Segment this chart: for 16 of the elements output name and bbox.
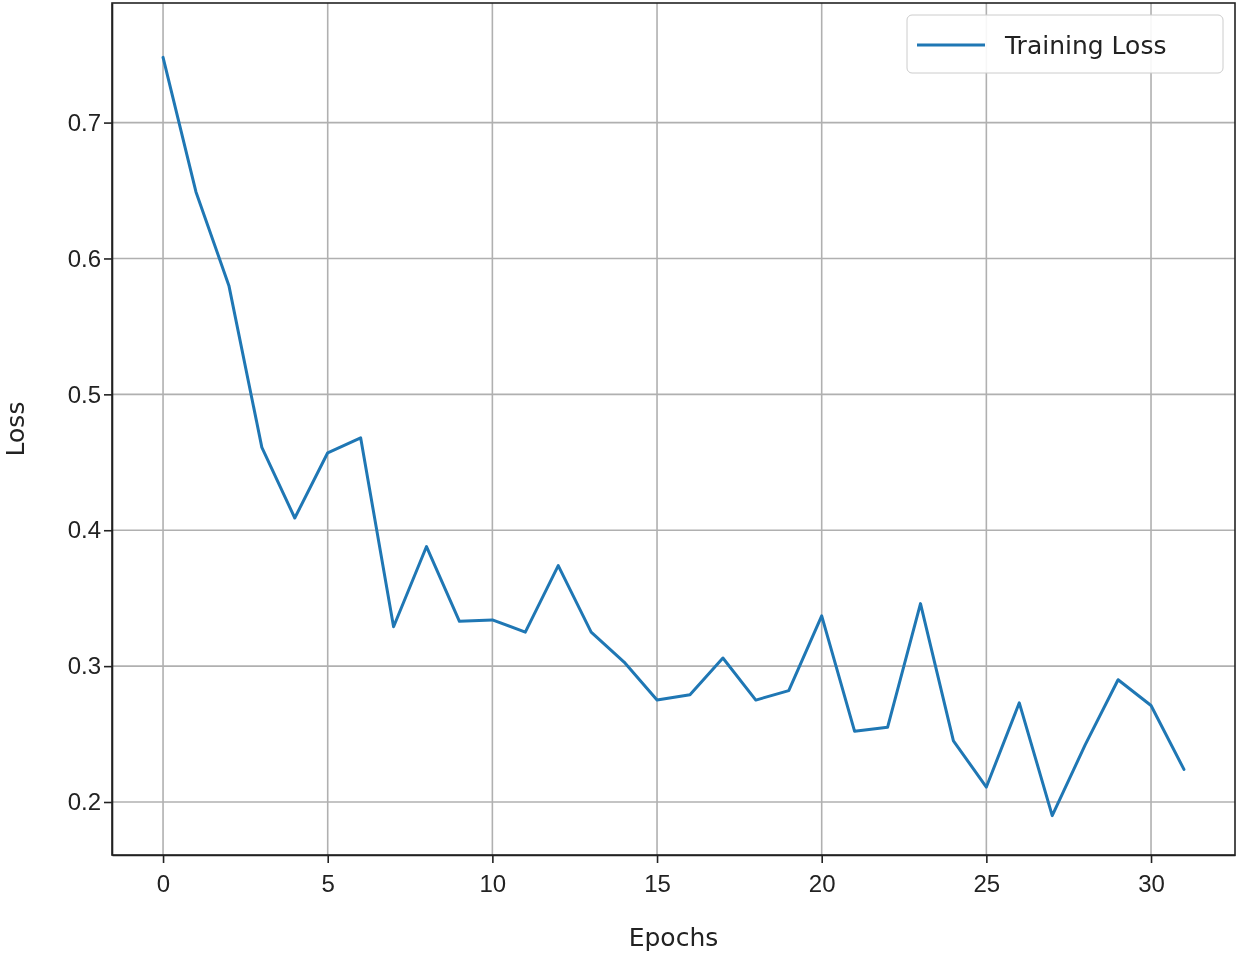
x-tick-label: 20 — [808, 870, 836, 898]
y-tick-label: 0.3 — [67, 652, 101, 680]
x-axis-title: Epochs — [628, 923, 719, 952]
y-axis-title: Loss — [1, 401, 30, 457]
y-tick-label: 0.7 — [67, 108, 101, 136]
x-tick-label: 10 — [479, 870, 507, 898]
x-tick-label: 25 — [973, 870, 1001, 898]
y-tick-label: 0.2 — [67, 788, 101, 816]
y-tick-label: 0.4 — [67, 516, 101, 544]
y-tick-label: 0.6 — [67, 244, 101, 272]
x-tick-label: 15 — [644, 870, 671, 898]
legend-label: Training Loss — [1004, 31, 1167, 60]
x-tick-label: 0 — [156, 870, 171, 898]
y-tick-label: 0.5 — [67, 380, 101, 408]
x-tick-label: 5 — [321, 870, 335, 898]
x-tick-label: 30 — [1138, 870, 1165, 898]
